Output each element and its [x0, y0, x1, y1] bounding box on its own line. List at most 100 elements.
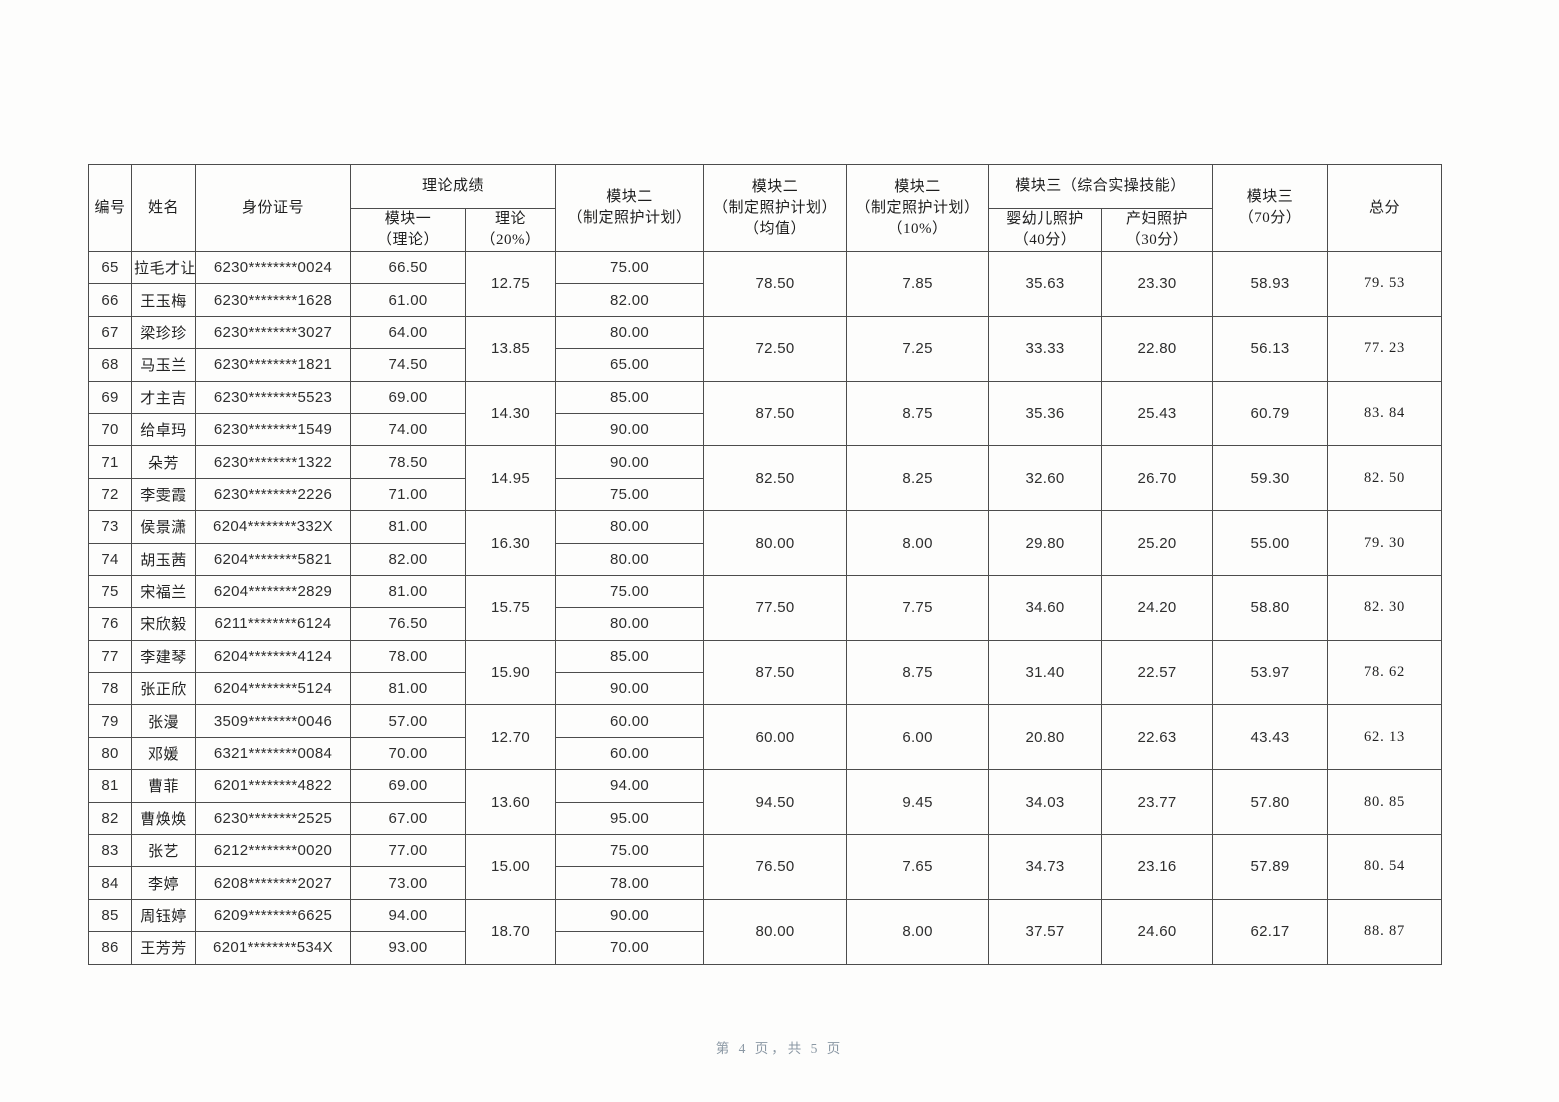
cell-no: 68	[88, 348, 132, 382]
cell-id-number: 6230********1549	[195, 412, 351, 447]
cell-module2-score: 75.00	[555, 834, 705, 868]
table-row: 72 李雯霞 6230********2226 71.00 75.00	[88, 477, 1442, 512]
cell-module3-70: 58.80	[1212, 574, 1329, 641]
cell-module2-pct: 9.45	[846, 769, 990, 836]
cell-id-number: 6201********4822	[195, 769, 351, 803]
cell-name: 梁珍珍	[131, 315, 196, 350]
cell-id-number: 6209********6625	[195, 898, 351, 933]
header-total: 总分	[1327, 164, 1443, 252]
cell-maternity-care: 24.20	[1101, 574, 1214, 641]
cell-module3-70: 58.93	[1212, 251, 1329, 317]
cell-theory-20: 12.70	[464, 704, 557, 771]
cell-module2-avg: 60.00	[703, 704, 848, 771]
cell-id-number: 6321********0084	[195, 736, 351, 771]
cell-no: 85	[88, 898, 132, 933]
table-row: 75 宋福兰 6204********2829 81.00 15.75 75.00 77.5…	[88, 574, 1443, 641]
cell-no: 74	[88, 542, 132, 576]
cell-maternity-care: 24.60	[1101, 898, 1214, 965]
cell-infant-care: 34.60	[988, 574, 1103, 641]
cell-total: 82. 30	[1327, 574, 1443, 641]
cell-module1-score: 71.00	[350, 477, 466, 512]
cell-module2-avg: 78.50	[703, 251, 848, 317]
cell-infant-care: 34.73	[988, 834, 1103, 900]
cell-no: 82	[88, 801, 132, 836]
cell-module2-pct: 8.00	[846, 510, 990, 576]
cell-module2-score: 85.00	[555, 380, 705, 414]
table-row: 70 给卓玛 6230********1549 74.00 90.00	[88, 412, 1442, 447]
cell-total: 77. 23	[1327, 315, 1443, 382]
cell-no: 75	[88, 574, 132, 609]
cell-name: 朵芳	[131, 445, 196, 479]
cell-module2-score: 65.00	[555, 348, 705, 382]
cell-total: 80. 54	[1327, 834, 1443, 900]
score-table: 编号 姓名 身份证号 理论成绩 模块二 （制定照护计划） 模块二 （制定照护计划…	[88, 164, 1443, 965]
cell-no: 81	[88, 769, 132, 803]
cell-id-number: 6230********1628	[195, 283, 351, 317]
cell-module1-score: 76.50	[350, 607, 466, 641]
cell-name: 王玉梅	[131, 283, 196, 317]
cell-total: 62. 13	[1327, 704, 1443, 771]
cell-id-number: 6204********332X	[195, 510, 351, 544]
cell-module1-score: 69.00	[350, 769, 466, 803]
cell-theory-20: 12.75	[464, 251, 557, 317]
cell-module2-score: 70.00	[555, 931, 705, 965]
cell-module1-score: 57.00	[350, 704, 466, 738]
cell-module1-score: 67.00	[350, 801, 466, 836]
cell-module3-70: 59.30	[1212, 445, 1329, 512]
cell-module2-score: 94.00	[555, 769, 705, 803]
table-row: 85 周钰婷 6209********6625 94.00 18.70 90.00 80.0…	[88, 898, 1443, 965]
cell-id-number: 6212********0020	[195, 834, 351, 868]
cell-module1-score: 81.00	[350, 574, 466, 609]
cell-maternity-care: 22.57	[1101, 639, 1214, 706]
header-module1-theory: 模块一 （理论）	[350, 208, 466, 252]
cell-module2-avg: 76.50	[703, 834, 848, 900]
cell-theory-20: 18.70	[464, 898, 557, 965]
cell-name: 李婷	[131, 866, 196, 900]
cell-theory-20: 15.75	[464, 574, 557, 641]
table-row: 66 王玉梅 6230********1628 61.00 82.00	[88, 283, 1442, 317]
cell-maternity-care: 25.43	[1101, 380, 1214, 447]
cell-module2-avg: 94.50	[703, 769, 848, 836]
cell-module1-score: 74.50	[350, 348, 466, 382]
cell-module2-pct: 8.25	[846, 445, 990, 512]
header-theory-group: 理论成绩	[349, 164, 557, 209]
header-module2-pct: 模块二 （制定照护计划） （10%）	[846, 164, 990, 252]
table-row: 81 曹菲 6201********4822 69.00 13.60 94.00 94.50…	[88, 769, 1443, 836]
table-row: 80 邓媛 6321********0084 70.00 60.00	[88, 736, 1442, 771]
table-row: 76 宋欣毅 6211********6124 76.50 80.00	[88, 607, 1442, 641]
cell-id-number: 6230********0024	[195, 250, 351, 285]
cell-id-number: 6230********5523	[195, 380, 351, 414]
cell-no: 79	[88, 704, 132, 738]
table-row: 67 梁珍珍 6230********3027 64.00 13.85 80.00 72.5…	[88, 315, 1443, 382]
table-row: 71 朵芳 6230********1322 78.50 14.95 90.00 82.50…	[88, 445, 1443, 512]
cell-theory-20: 15.90	[464, 639, 557, 706]
page-number: 第 4 页，共 5 页	[715, 1041, 844, 1056]
cell-module3-70: 62.17	[1212, 898, 1329, 965]
cell-module3-70: 53.97	[1212, 639, 1329, 706]
cell-module1-score: 93.00	[350, 931, 466, 965]
cell-id-number: 6204********5124	[195, 672, 351, 706]
cell-no: 72	[88, 477, 132, 512]
cell-module2-score: 80.00	[555, 315, 705, 350]
cell-id-number: 6230********2525	[195, 801, 351, 836]
cell-infant-care: 35.63	[988, 251, 1103, 317]
cell-module2-avg: 87.50	[703, 639, 848, 706]
table-row: 79 张漫 3509********0046 57.00 12.70 60.00 60.00…	[88, 704, 1443, 771]
table-row: 77 李建琴 6204********4124 78.00 15.90 85.00 87.5…	[88, 639, 1443, 706]
cell-total: 82. 50	[1327, 445, 1443, 512]
cell-module1-score: 81.00	[350, 672, 466, 706]
header-theory-20: 理论 （20%）	[464, 208, 557, 252]
cell-name: 张漫	[131, 704, 196, 738]
cell-module2-score: 60.00	[555, 704, 705, 738]
cell-no: 77	[88, 639, 132, 674]
cell-name: 马玉兰	[131, 348, 196, 382]
cell-module2-score: 80.00	[555, 607, 705, 641]
cell-module2-score: 80.00	[555, 542, 705, 576]
cell-module2-score: 95.00	[555, 801, 705, 836]
cell-infant-care: 35.36	[988, 380, 1103, 447]
cell-total: 88. 87	[1327, 898, 1443, 965]
header-no: 编号	[88, 164, 132, 252]
cell-module1-score: 74.00	[350, 412, 466, 447]
cell-name: 张正欣	[131, 672, 196, 706]
cell-module2-score: 75.00	[555, 250, 705, 285]
